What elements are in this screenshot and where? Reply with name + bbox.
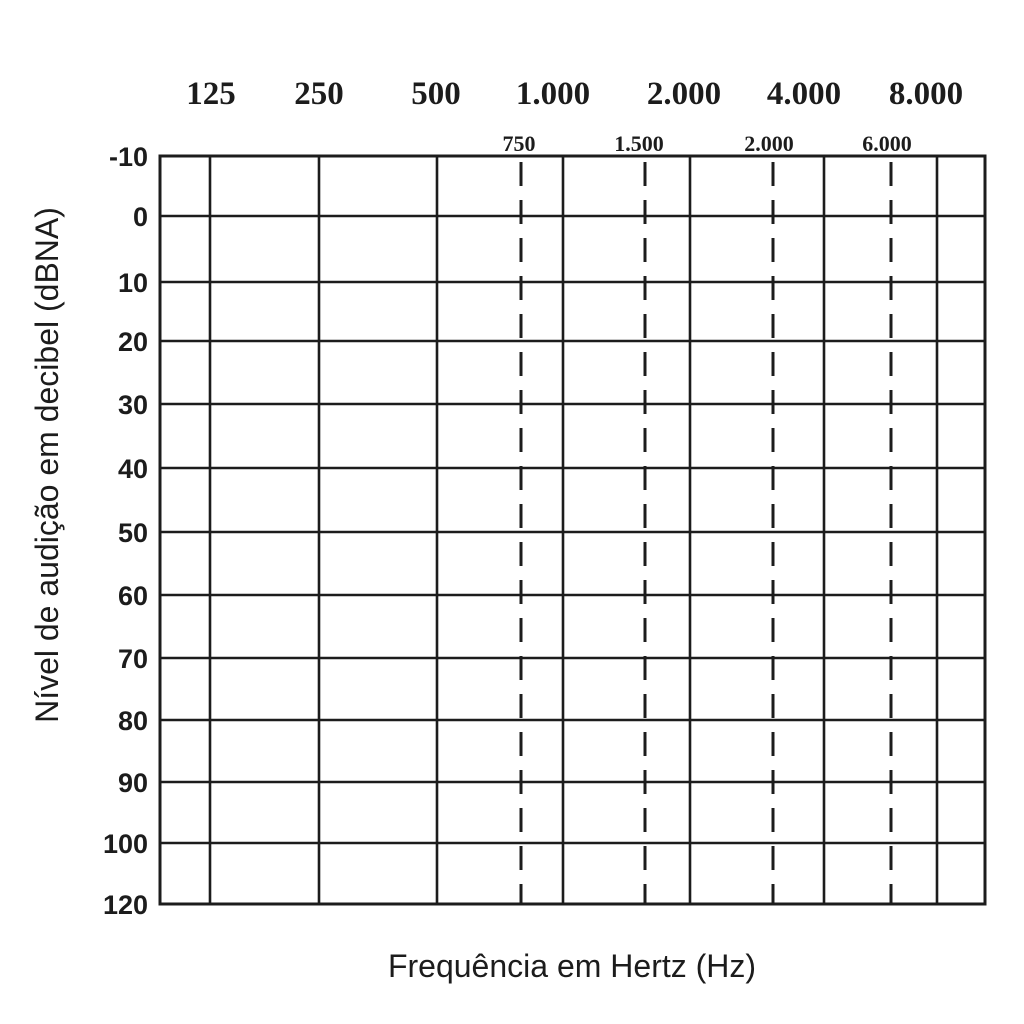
y-tick-label: 40: [118, 454, 148, 484]
y-tick-label: 20: [118, 327, 148, 357]
y-tick-label: 70: [118, 644, 148, 674]
y-tick-label: 10: [118, 268, 148, 298]
label-layer: Frequência em Hertz (Hz) Nível de audiçã…: [29, 76, 963, 984]
y-tick-label: 80: [118, 706, 148, 736]
y-tick-label: 120: [103, 890, 148, 920]
y-tick-label: 30: [118, 390, 148, 420]
x-main-tick-label: 500: [411, 76, 461, 112]
x-sub-tick-label: 750: [503, 131, 536, 156]
x-main-tick-label: 250: [294, 76, 344, 112]
x-main-tick-label: 1.000: [516, 76, 590, 112]
y-tick-label: 90: [118, 768, 148, 798]
x-main-tick-label: 2.000: [647, 76, 721, 112]
y-tick-label: 100: [103, 829, 148, 859]
x-sub-tick-label: 2.000: [744, 131, 794, 156]
y-tick-label: 50: [118, 518, 148, 548]
y-tick-label: -10: [109, 142, 148, 172]
grid-layer: [158, 154, 987, 906]
plot-border: [158, 154, 987, 906]
x-main-tick-label: 125: [186, 76, 236, 112]
y-axis-title: Nível de audição em decibel (dBNA): [29, 207, 65, 723]
x-sub-tick-label: 1.500: [614, 131, 664, 156]
x-sub-tick-label: 6.000: [862, 131, 912, 156]
x-axis-title: Frequência em Hertz (Hz): [388, 948, 756, 984]
x-main-tick-label: 4.000: [767, 76, 841, 112]
y-tick-label: 0: [133, 202, 148, 232]
y-tick-label: 60: [118, 581, 148, 611]
x-main-tick-label: 8.000: [889, 76, 963, 112]
